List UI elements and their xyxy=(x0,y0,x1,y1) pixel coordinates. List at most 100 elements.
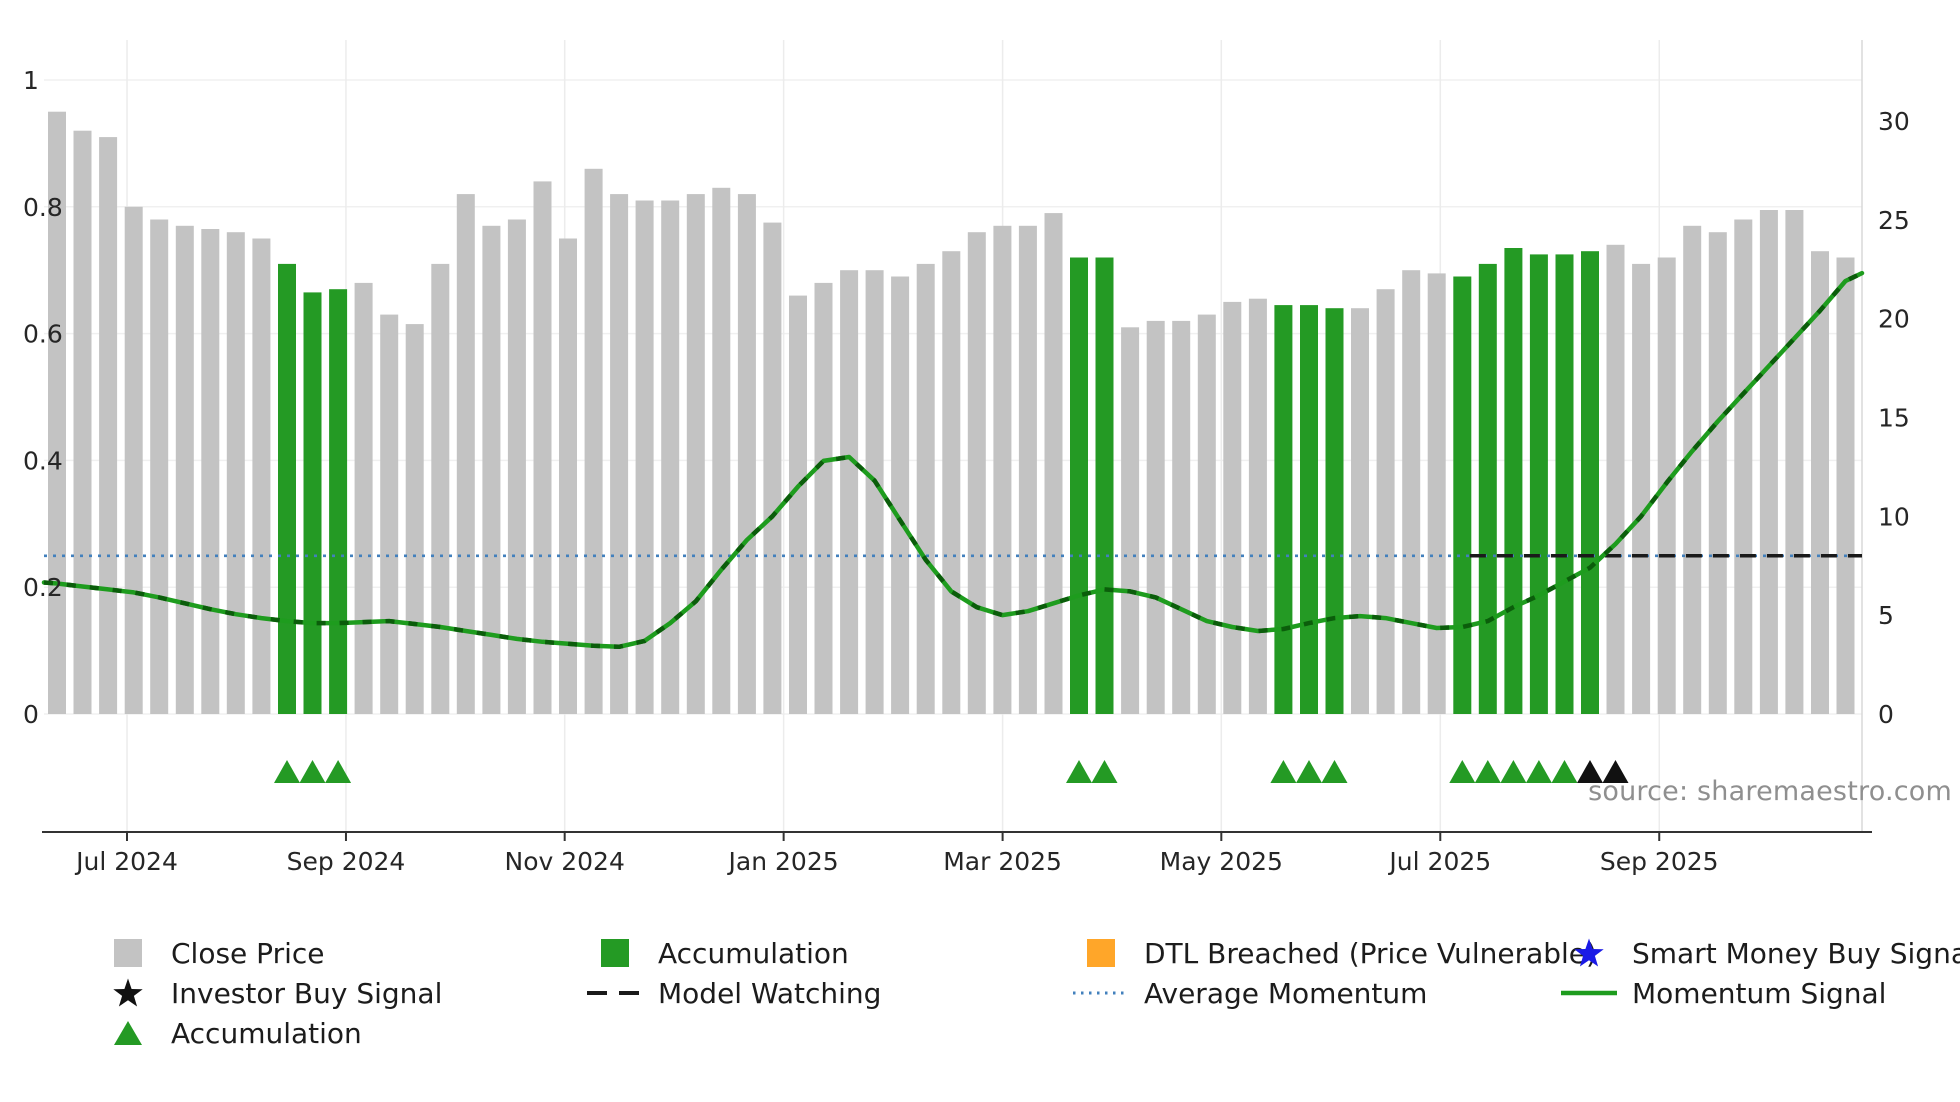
bar-close-price xyxy=(610,194,629,715)
accumulation-triangle-icon xyxy=(1321,760,1348,783)
x-tick-label: Jul 2025 xyxy=(1387,847,1491,876)
bar-close-price xyxy=(789,295,807,714)
legend-label-accumulation-marker: Accumulation xyxy=(171,1016,362,1050)
accumulation-triangle-icon xyxy=(1449,760,1476,783)
bar-close-price xyxy=(1197,314,1216,714)
bar-close-price xyxy=(712,187,731,715)
left-axis-tick-label: 1 xyxy=(23,66,39,95)
bar-close-price xyxy=(865,270,884,714)
bar-close-price xyxy=(431,263,450,714)
accumulation-triangle-icon xyxy=(1551,760,1578,783)
legend-label-close-price: Close Price xyxy=(171,936,325,970)
legend-label-dtl-breached: DTL Breached (Price Vulnerable) xyxy=(1144,936,1597,970)
right-axis-tick-label: 5 xyxy=(1878,601,1894,630)
bar-close-price xyxy=(635,200,654,714)
left-axis-tick-label: 0.6 xyxy=(23,320,63,349)
accumulation-triangle-icon xyxy=(1091,760,1118,783)
source-text: source: sharemaestro.com xyxy=(1588,776,1952,807)
bar-close-price xyxy=(1351,308,1369,714)
x-tick-label: Jul 2024 xyxy=(74,847,178,876)
bar-close-price xyxy=(507,219,526,714)
bar-close-price xyxy=(1172,320,1191,714)
legend-item-investor-buy-signal: Investor Buy Signal xyxy=(95,973,442,1013)
bar-accumulation xyxy=(1070,257,1088,714)
bar-accumulation xyxy=(1300,305,1318,714)
accumulation-triangle-icon xyxy=(274,760,300,783)
investor-buy-triangle-icon xyxy=(1577,760,1603,783)
accumulation-triangle-icon xyxy=(299,760,326,783)
x-tick-label: May 2025 xyxy=(1160,847,1283,876)
accumulation-triangle-icon xyxy=(1296,760,1322,783)
bar-close-price xyxy=(73,130,92,714)
bar-close-price xyxy=(916,263,935,714)
bar-accumulation xyxy=(1581,251,1599,714)
bar-close-price xyxy=(661,200,680,714)
bar-close-price xyxy=(584,168,603,715)
legend-column-4: Smart Money Buy Signal Momentum Signal xyxy=(1556,933,1960,1013)
bar-close-price xyxy=(737,194,756,715)
legend-item-accumulation-bar: Accumulation xyxy=(582,933,881,973)
bar-close-price xyxy=(763,222,782,714)
bar-close-price xyxy=(150,219,169,714)
legend-item-dtl-breached: DTL Breached (Price Vulnerable) xyxy=(1068,933,1597,973)
bar-close-price xyxy=(559,238,577,714)
bar-close-price xyxy=(1606,244,1625,715)
bar-close-price xyxy=(1018,225,1037,715)
bar-close-price xyxy=(1402,270,1421,714)
right-axis-tick-label: 30 xyxy=(1878,107,1910,136)
bar-close-price xyxy=(124,206,143,715)
legend-label-smart-money: Smart Money Buy Signal xyxy=(1632,936,1960,970)
x-tick-label: Sep 2025 xyxy=(1600,847,1719,876)
bar-close-price xyxy=(993,225,1012,715)
bar-accumulation xyxy=(1504,248,1523,714)
bar-close-price xyxy=(1811,251,1829,714)
bar-close-price xyxy=(48,111,66,714)
close-price-swatch-icon xyxy=(95,938,161,968)
bar-close-price xyxy=(1121,327,1140,714)
legend-item-average-momentum: Average Momentum xyxy=(1068,973,1597,1013)
bar-close-price xyxy=(1683,225,1702,715)
bar-close-price xyxy=(814,282,833,714)
bar-close-price xyxy=(1759,210,1778,714)
dtl-breached-swatch-icon xyxy=(1068,938,1134,968)
bar-close-price xyxy=(1044,213,1063,714)
bar-close-price xyxy=(1632,263,1651,714)
x-tick-label: Sep 2024 xyxy=(287,847,406,876)
right-axis-tick-label: 10 xyxy=(1878,502,1910,531)
legend-item-momentum-signal: Momentum Signal xyxy=(1556,973,1960,1013)
accumulation-swatch-icon xyxy=(582,938,648,968)
bar-accumulation xyxy=(1555,254,1574,714)
bar-accumulation xyxy=(329,289,348,714)
bar-accumulation xyxy=(303,292,322,714)
bar-close-price xyxy=(456,194,475,715)
bar-close-price xyxy=(891,276,910,714)
left-axis-tick-label: 0.8 xyxy=(23,193,63,222)
bar-close-price xyxy=(380,314,399,714)
bar-accumulation xyxy=(1325,308,1344,714)
green-triangle-icon xyxy=(95,1018,161,1048)
bar-accumulation xyxy=(278,263,296,714)
left-axis-tick-label: 0 xyxy=(23,700,39,729)
bar-close-price xyxy=(686,194,705,715)
accumulation-triangle-icon xyxy=(1500,760,1527,783)
bar-accumulation xyxy=(1095,257,1114,714)
black-star-icon xyxy=(95,977,161,1009)
bar-accumulation xyxy=(1274,305,1293,714)
bar-close-price xyxy=(482,225,501,715)
investor-buy-triangle-icon xyxy=(1602,760,1629,783)
legend-item-close-price: Close Price xyxy=(95,933,442,973)
accumulation-triangle-icon xyxy=(1474,760,1501,783)
bar-close-price xyxy=(1376,289,1395,714)
x-tick-label: Mar 2025 xyxy=(943,847,1062,876)
accumulation-triangle-icon xyxy=(325,760,352,783)
x-tick-label: Nov 2024 xyxy=(505,847,625,876)
legend-item-accumulation-marker: Accumulation xyxy=(95,1013,442,1053)
x-tick-label: Jan 2025 xyxy=(727,847,839,876)
bar-close-price xyxy=(354,282,373,714)
blue-star-icon xyxy=(1556,937,1622,969)
green-line-icon xyxy=(1556,978,1622,1008)
legend-label-momentum-signal: Momentum Signal xyxy=(1632,976,1887,1010)
legend-column-3: DTL Breached (Price Vulnerable) Average … xyxy=(1068,933,1597,1013)
legend-item-model-watching: Model Watching xyxy=(582,973,881,1013)
